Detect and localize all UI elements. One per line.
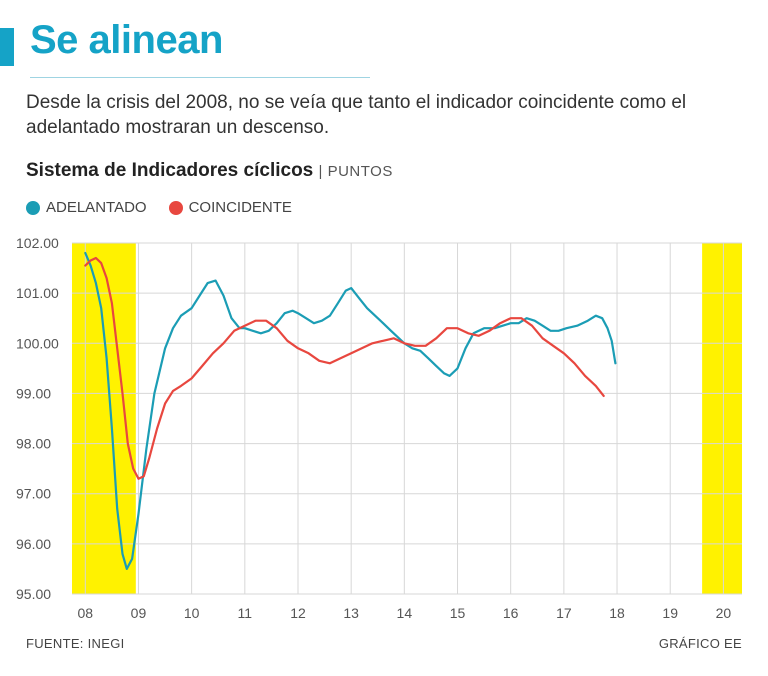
x-tick-label: 17 [556, 605, 572, 621]
credit-note: GRÁFICO EE [658, 636, 742, 651]
y-tick-label: 97.00 [16, 486, 51, 502]
y-tick-label: 102.00 [16, 235, 59, 251]
legend-label-coincidente: COINCIDENTE [188, 199, 292, 216]
y-tick-label: 95.00 [16, 586, 51, 602]
x-tick-label: 14 [397, 605, 413, 621]
chart-legend: ADELANTADO COINCIDENTE [26, 199, 292, 216]
y-tick-label: 101.00 [16, 285, 59, 301]
title-accent-bar [0, 28, 14, 66]
chart-unit: | PUNTOS [318, 163, 393, 180]
x-tick-label: 08 [78, 605, 94, 621]
legend-swatch-adelantado [26, 200, 40, 215]
legend-item-adelantado: ADELANTADO [26, 199, 147, 216]
x-tick-label: 19 [662, 605, 678, 621]
y-tick-label: 98.00 [16, 436, 51, 452]
y-tick-label: 99.00 [16, 385, 51, 401]
y-tick-label: 96.00 [16, 536, 51, 552]
x-tick-label: 12 [290, 605, 306, 621]
x-tick-label: 11 [238, 605, 253, 621]
legend-swatch-coincidente [168, 200, 183, 215]
y-tick-label: 100.00 [16, 335, 59, 351]
x-tick-label: 16 [503, 605, 519, 621]
series-line-adelantado [84, 251, 617, 570]
shaded-period-1 [702, 243, 742, 594]
chart-title: Sistema de Indicadores cíclicos [26, 160, 314, 181]
x-tick-label: 18 [609, 605, 625, 621]
source-note: FUENTE: INEGI [26, 636, 125, 651]
x-tick-label: 20 [716, 605, 732, 621]
page-title: Se alinean [30, 18, 223, 62]
x-tick-label: 09 [131, 605, 147, 621]
chart-heading: Sistema de Indicadores cíclicos | PUNTOS [26, 160, 393, 182]
title-divider [30, 77, 370, 78]
page-subtitle: Desde la crisis del 2008, no se veía que… [26, 92, 687, 138]
legend-label-adelantado: ADELANTADO [46, 199, 147, 216]
legend-item-coincidente: COINCIDENTE [168, 199, 292, 216]
x-tick-label: 10 [184, 605, 200, 621]
series-line-coincidente [84, 256, 605, 480]
x-tick-label: 13 [343, 605, 359, 621]
x-tick-label: 15 [450, 605, 466, 621]
